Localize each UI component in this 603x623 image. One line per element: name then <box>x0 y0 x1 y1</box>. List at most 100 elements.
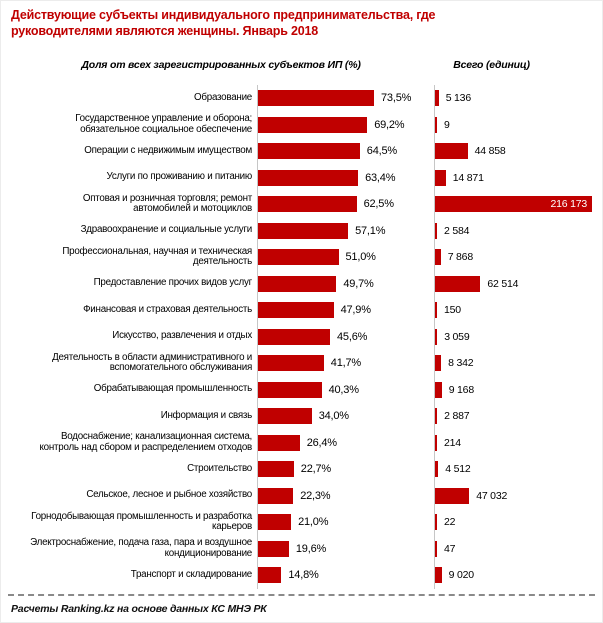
share-plot-cell: 19,6% <box>257 535 434 562</box>
share-value-label: 63,4% <box>365 171 396 184</box>
total-bar <box>435 381 442 398</box>
total-value-label: 47 <box>444 542 456 555</box>
chart-row: Государственное управление и оборона; об… <box>1 111 602 138</box>
category-label-cell: Деятельность в области административного… <box>1 352 257 374</box>
chart-row: Услуги по проживанию и питанию 63,4% 14 … <box>1 164 602 191</box>
share-value-label: 14,8% <box>288 569 319 582</box>
total-plot-cell: 14 871 <box>434 164 602 191</box>
total-value-label: 22 <box>444 516 456 529</box>
total-value-label: 2 584 <box>444 224 470 237</box>
category-label-cell: Образование <box>1 92 257 104</box>
total-plot-cell: 9 020 <box>434 562 602 589</box>
chart-row: Профессиональная, научная и техническая … <box>1 244 602 271</box>
chart-row: Горнодобывающая промышленность и разрабо… <box>1 509 602 536</box>
share-bar <box>258 408 312 425</box>
category-label-cell: Строительство <box>1 463 257 475</box>
share-value-label: 69,2% <box>374 118 405 131</box>
total-value-label: 5 136 <box>445 92 471 105</box>
share-bar <box>258 461 294 478</box>
category-label: Профессиональная, научная и техническая … <box>62 245 252 268</box>
total-bar <box>435 116 437 133</box>
share-plot-cell: 45,6% <box>257 323 434 350</box>
category-label-cell: Электроснабжение, подача газа, пара и во… <box>1 537 257 559</box>
share-plot-cell: 14,8% <box>257 562 434 589</box>
total-bar <box>435 143 468 160</box>
chart-row: Финансовая и страховая деятельность 47,9… <box>1 297 602 324</box>
share-plot-cell: 63,4% <box>257 164 434 191</box>
share-bar <box>258 169 359 186</box>
share-bar <box>258 355 324 372</box>
share-value-label: 19,6% <box>295 542 327 555</box>
share-plot-cell: 47,9% <box>257 297 434 324</box>
total-value-label: 8 342 <box>448 357 474 370</box>
total-value-label: 62 514 <box>487 277 519 290</box>
share-plot-cell: 51,0% <box>257 244 434 271</box>
total-bar <box>435 222 437 239</box>
chart-row: Сельское, лесное и рыбное хозяйство 22,3… <box>1 482 602 509</box>
category-label: Искусство, развлечения и отдых <box>112 330 252 342</box>
share-bar <box>258 514 292 531</box>
share-value-label: 49,7% <box>343 277 374 290</box>
total-bar <box>435 169 446 186</box>
share-bar <box>258 90 374 107</box>
chart-row: Транспорт и складирование 14,8% 9 020 <box>1 562 602 589</box>
chart-row: Образование 73,5% 5 136 <box>1 85 602 112</box>
share-value-label: 62,5% <box>363 198 394 211</box>
share-plot-cell: 73,5% <box>257 85 434 112</box>
total-value-label: 214 <box>444 436 461 449</box>
footer-divider <box>8 594 595 596</box>
category-label: Операции с недвижимым имуществом <box>84 144 252 156</box>
chart-row: Обрабатывающая промышленность 40,3% 9 16… <box>1 376 602 403</box>
chart-rows: Образование 73,5% 5 136 Государственное … <box>1 85 602 589</box>
category-label: Оптовая и розничная торговля; ремонт авт… <box>82 192 252 215</box>
chart-row: Здравоохранение и социальные услуги 57,1… <box>1 217 602 244</box>
share-axis-title: Доля от всех зарегистрированных субъекто… <box>81 59 361 71</box>
category-label-cell: Обрабатывающая промышленность <box>1 384 257 395</box>
category-label-cell: Водоснабжение; канализационная система, … <box>1 431 257 453</box>
share-bar <box>258 381 322 398</box>
category-label-cell: Информация и связь <box>1 410 257 422</box>
category-label-cell: Сельское, лесное и рыбное хозяйство <box>1 490 257 501</box>
total-bar <box>435 514 437 531</box>
total-plot-cell: 7 868 <box>434 244 602 271</box>
total-bar <box>435 434 437 451</box>
category-label-cell: Здравоохранение и социальные услуги <box>1 225 257 236</box>
total-bar <box>435 355 442 372</box>
chart-row: Предоставление прочих видов услуг 49,7% … <box>1 270 602 297</box>
share-value-label: 47,9% <box>340 304 371 317</box>
total-bar <box>435 567 442 584</box>
total-value-label: 3 059 <box>444 330 470 343</box>
source-note: Расчеты Ranking.kz на основе данных КС М… <box>11 603 267 615</box>
share-value-label: 21,0% <box>298 516 329 529</box>
total-bar <box>435 249 441 266</box>
share-value-label: 73,5% <box>381 92 412 105</box>
share-plot-cell: 62,5% <box>257 191 434 218</box>
share-bar <box>258 196 357 213</box>
category-label-cell: Операции с недвижимым имуществом <box>1 144 257 157</box>
total-bar <box>435 461 439 478</box>
total-value-label: 14 871 <box>452 171 484 184</box>
total-bar <box>435 275 481 292</box>
share-bar <box>258 222 349 239</box>
share-bar <box>258 116 368 133</box>
category-label: Здравоохранение и социальные услуги <box>80 224 253 236</box>
total-value-label: 44 858 <box>474 145 506 158</box>
total-plot-cell: 3 059 <box>434 323 602 350</box>
category-label-cell: Финансовая и страховая деятельность <box>1 304 257 316</box>
category-label: Транспорт и складирование <box>130 568 252 580</box>
chart-row: Операции с недвижимым имуществом 64,5% 4… <box>1 138 602 165</box>
chart-row: Электроснабжение, подача газа, пара и во… <box>1 535 602 562</box>
share-bar <box>258 487 294 504</box>
total-bar <box>435 302 437 319</box>
chart-area: Образование 73,5% 5 136 Государственное … <box>1 85 602 589</box>
share-bar <box>258 275 337 292</box>
total-plot-cell: 62 514 <box>434 270 602 297</box>
total-plot-cell: 216 173 <box>434 191 602 218</box>
share-value-label: 45,6% <box>337 330 368 343</box>
total-value-label: 9 168 <box>448 383 474 396</box>
total-plot-cell: 2 887 <box>434 403 602 430</box>
category-label-cell: Предоставление прочих видов услуг <box>1 278 257 289</box>
total-plot-cell: 9 <box>434 111 602 138</box>
share-plot-cell: 26,4% <box>257 429 434 456</box>
total-value-label: 2 887 <box>444 410 470 423</box>
